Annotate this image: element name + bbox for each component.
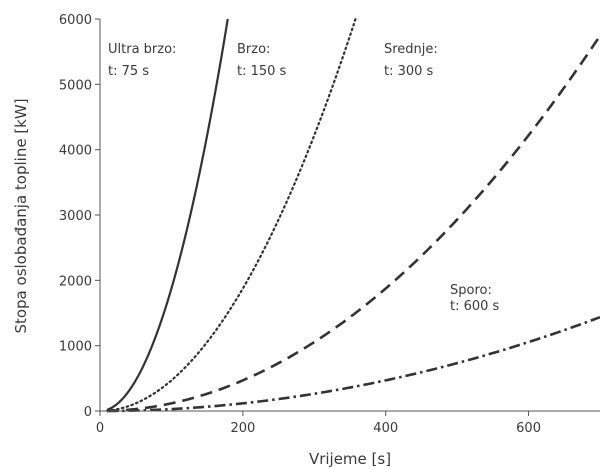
y-tick-label: 6000: [59, 13, 92, 28]
annotation-brzo-title: Brzo:: [237, 42, 270, 57]
series-line-srednje: [107, 35, 600, 413]
y-ticks: 0 1000 2000 3000 4000 5000 6000: [59, 13, 100, 420]
series-line-ultra-brzo: [106, 18, 229, 411]
annotation-brzo-time: t: 150 s: [237, 64, 287, 79]
y-tick-label: 2000: [59, 274, 92, 289]
annotation-ultra-brzo-title: Ultra brzo:: [108, 42, 176, 57]
y-tick-label: 4000: [59, 144, 92, 159]
y-tick-label: 0: [84, 405, 92, 420]
y-tick-label: 1000: [59, 340, 92, 355]
series-line-sporo: [107, 315, 600, 413]
x-axis-label: Vrijeme [s]: [309, 450, 391, 468]
x-tick-label: 200: [230, 421, 255, 436]
y-tick-label: 5000: [59, 78, 92, 93]
series-lines: [106, 17, 600, 413]
x-tick-label: 600: [516, 421, 541, 436]
x-ticks: 0 200 400 600: [96, 411, 541, 436]
x-tick-label: 400: [373, 421, 398, 436]
annotation-sporo-title: Sporo:: [450, 283, 492, 298]
axes: [99, 19, 600, 412]
series-line-brzo: [106, 17, 357, 412]
y-tick-label: 3000: [59, 209, 92, 224]
y-axis-label: Stopa oslobađanja topline [kW]: [12, 98, 30, 333]
annotation-srednje-title: Srednje:: [384, 42, 438, 57]
annotation-ultra-brzo-time: t: 75 s: [108, 64, 149, 79]
annotation-sporo-time: t: 600 s: [450, 299, 500, 314]
x-tick-label: 0: [96, 421, 104, 436]
annotation-srednje-time: t: 300 s: [384, 64, 434, 79]
